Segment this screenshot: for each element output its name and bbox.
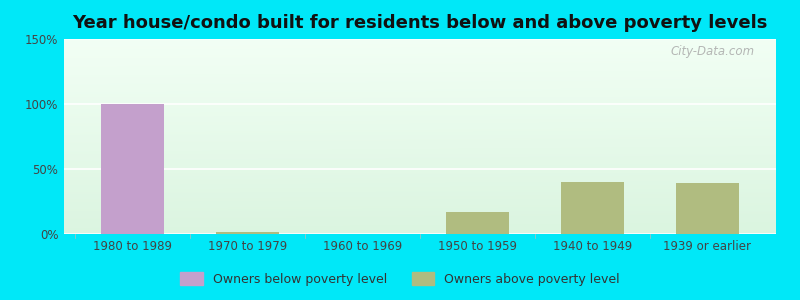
Legend: Owners below poverty level, Owners above poverty level: Owners below poverty level, Owners above… [175, 267, 625, 291]
Bar [561, 182, 624, 234]
Bar [216, 232, 279, 234]
Text: City-Data.com: City-Data.com [670, 45, 754, 58]
Bar [446, 212, 509, 234]
Bar [102, 104, 165, 234]
Title: Year house/condo built for residents below and above poverty levels: Year house/condo built for residents bel… [72, 14, 768, 32]
Bar [675, 183, 738, 234]
